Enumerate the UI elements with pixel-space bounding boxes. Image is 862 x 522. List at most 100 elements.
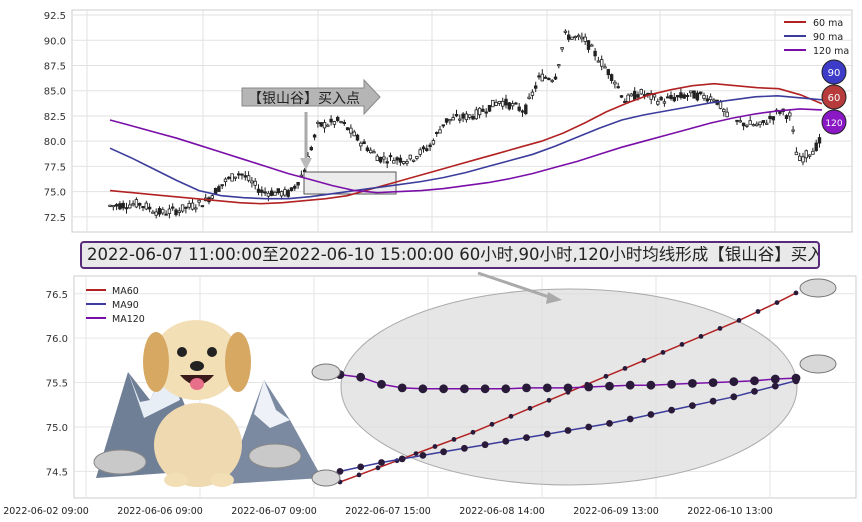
ma-point-ma90 (357, 463, 365, 471)
candle-body (335, 116, 340, 121)
candle-body (481, 108, 485, 112)
silver-ingot-icons (311, 278, 837, 487)
ma-point-ma120 (625, 380, 635, 390)
candle-body (421, 146, 426, 150)
ma-detail-chart: 76.576.075.575.074.5 2022-06-02 09:00 202… (3, 271, 857, 517)
candle-body (494, 102, 498, 106)
candle-body (355, 134, 360, 141)
candle-body (329, 118, 333, 123)
candle-body (695, 92, 700, 101)
candle-body (748, 120, 752, 125)
ma-point-ma60 (736, 318, 742, 323)
ma-point-ma60 (508, 413, 514, 419)
candle-body (197, 199, 201, 203)
candle-body (194, 207, 198, 210)
candle-body (134, 199, 139, 208)
candle-body (745, 124, 749, 127)
candle-body (428, 144, 432, 148)
candle-body (487, 104, 492, 112)
ma-y-tick: 75.5 (46, 379, 68, 390)
ma-point-ma120 (750, 376, 759, 386)
ma-x-tick: 2022-06-10 13:00 (687, 506, 773, 517)
candle-body (256, 188, 261, 193)
callout-arrow: 【银山谷】买入点 (241, 78, 381, 170)
ma-line-ma60 (109, 82, 823, 205)
ma-point-ma60 (603, 373, 609, 379)
ma-point-ma120 (356, 372, 366, 382)
candle-body (547, 78, 551, 81)
candle-body (438, 129, 442, 134)
ma-point-ma120 (460, 384, 469, 394)
candle-body (332, 121, 337, 125)
ma-detail-legend: MA60 MA90 MA120 (86, 286, 145, 325)
candle-body (639, 89, 643, 95)
candle-body (560, 47, 564, 50)
candle-body (633, 90, 637, 100)
candle-body (765, 122, 769, 125)
candle-body (517, 106, 521, 111)
candle-body (801, 156, 805, 163)
candle-body (312, 134, 317, 138)
candle-body (646, 92, 650, 95)
ma-point-ma90 (709, 397, 717, 405)
candle-body (609, 74, 614, 81)
candle-body (722, 108, 726, 113)
candle-body (319, 122, 323, 127)
dog-illustration (143, 320, 251, 487)
candle-body (349, 127, 353, 134)
candle-body (606, 69, 610, 76)
ma-point-ma60 (622, 366, 628, 371)
price-y-tick: 77.5 (44, 162, 66, 173)
candle-body (738, 120, 742, 123)
candle-body (669, 94, 673, 99)
pointer-arrow (477, 271, 562, 304)
candle-body (260, 189, 264, 193)
candle-body (418, 149, 422, 155)
candle-body (217, 186, 221, 192)
candle-body (144, 202, 148, 210)
candle-body (322, 122, 327, 129)
candle-body (768, 115, 772, 119)
candle-body (699, 91, 703, 95)
candle-body (649, 92, 653, 100)
candle-body (692, 90, 696, 99)
candle-body (471, 116, 475, 120)
candle-body (570, 36, 574, 40)
candle-body (157, 208, 162, 215)
candle-body (124, 207, 129, 210)
candle-body (266, 192, 271, 197)
candle-body (464, 113, 469, 121)
candle-body (184, 206, 188, 209)
ma-y-tick: 76.5 (46, 290, 68, 301)
candle-body (735, 119, 739, 122)
candlesticks (108, 29, 822, 219)
ma-point-ma60 (527, 405, 533, 411)
candle-body (504, 98, 508, 106)
candle-body (586, 40, 591, 50)
candle-body (510, 103, 515, 107)
candle-body (811, 150, 815, 155)
price-y-tick: 87.5 (44, 62, 66, 73)
candle-body (190, 202, 195, 210)
candle-body (662, 101, 667, 104)
candle-body (530, 91, 535, 96)
candle-body (817, 137, 822, 144)
ma-point-ma120 (688, 379, 697, 388)
ma-badges: 90 60 120 (821, 59, 847, 135)
candle-body (563, 30, 568, 33)
badge-120 (821, 109, 847, 135)
ma-point-ma90 (730, 393, 738, 401)
candle-body (425, 148, 429, 151)
signal-banner: 2022-06-07 11:00:00至2022-06-10 15:00:00 … (80, 241, 820, 269)
candle-body (454, 114, 459, 117)
ma-point-ma120 (542, 383, 552, 393)
ma-point-ma60 (546, 397, 552, 403)
candle-body (368, 149, 373, 154)
ma-point-ma90 (585, 423, 593, 431)
candle-body (814, 142, 818, 152)
candle-body (689, 90, 693, 94)
candle-body (652, 94, 657, 98)
ma-point-ma60 (660, 350, 666, 355)
candle-body (164, 213, 168, 216)
candle-body (118, 203, 122, 210)
